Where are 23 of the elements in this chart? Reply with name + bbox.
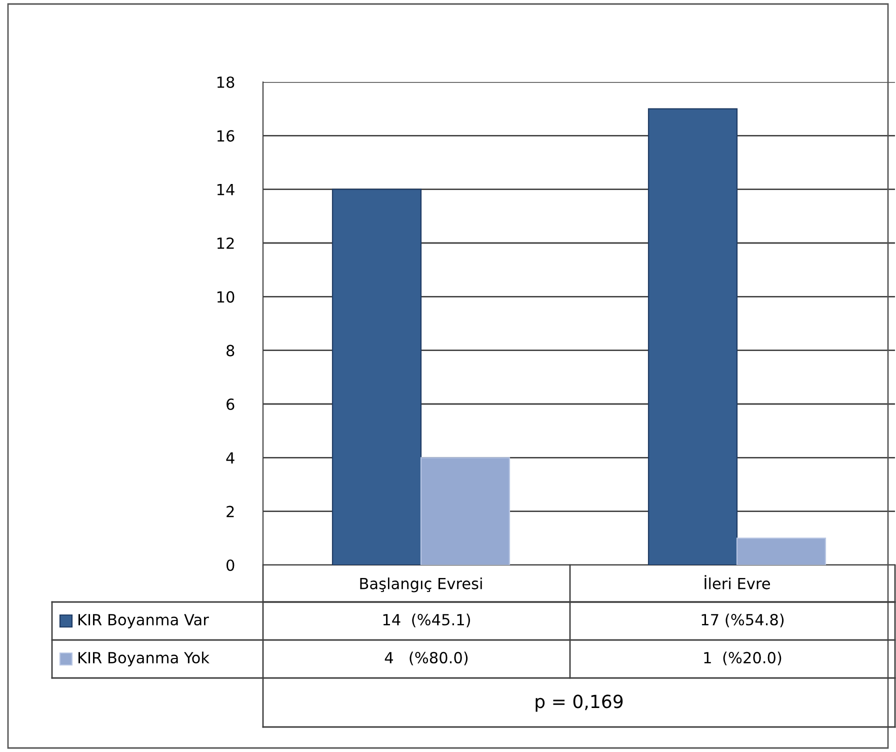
y-tick-label: 4 <box>226 452 234 464</box>
y-tick-label: 6 <box>226 398 234 410</box>
y-tick-label: 12 <box>217 237 234 249</box>
legend-label: KIR Boyanma Yok <box>78 652 210 666</box>
y-tick-label: 2 <box>226 506 234 518</box>
y-tick-label: 14 <box>217 184 234 196</box>
y-tick-label: 18 <box>217 76 234 88</box>
bar <box>648 108 738 565</box>
data-label: 1 (%20.0) <box>704 652 782 666</box>
bar <box>332 188 422 565</box>
data-label: 17 (%54.8) <box>702 614 784 628</box>
x-tick-label: İleri Evre <box>704 575 770 590</box>
y-tick-label: 0 <box>226 559 234 572</box>
bar <box>420 457 510 565</box>
y-tick-label: 8 <box>226 344 234 356</box>
data-label: 14 (%45.1) <box>383 614 470 628</box>
data-label: 4 (%80.0) <box>384 652 468 666</box>
y-tick-label: 16 <box>217 130 234 142</box>
bar <box>736 538 826 565</box>
text: p = 0,169 <box>536 694 623 712</box>
legend-label: KIR Boyanma Var <box>78 614 209 628</box>
x-tick-label: Başlangıç Evresi <box>360 578 482 592</box>
y-tick-label: 10 <box>217 291 234 303</box>
